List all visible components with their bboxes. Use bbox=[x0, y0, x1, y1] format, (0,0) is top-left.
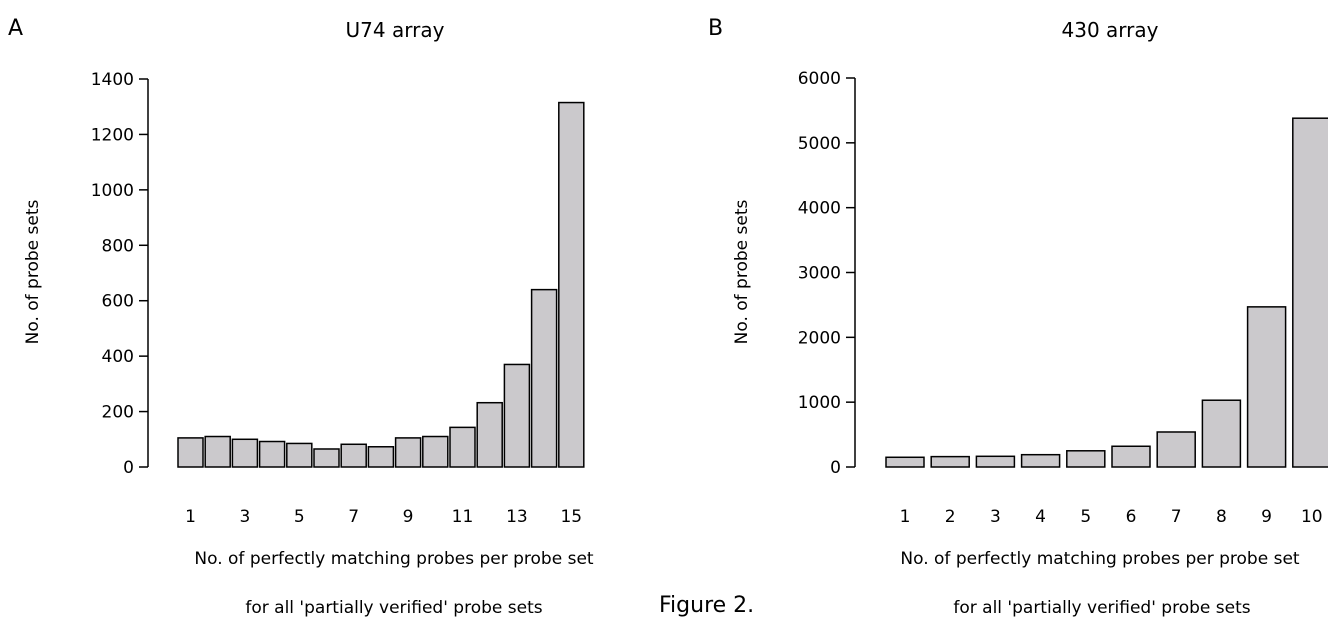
panel-b-bar-7 bbox=[1156, 431, 1196, 468]
panel-a-chart: A U74 array No. of probe sets No. of per… bbox=[8, 16, 594, 618]
panel-b-y-tick-label-5000: 5000 bbox=[798, 134, 841, 154]
panel-a-x-axis-label-line2: for all 'partially verified' probe sets bbox=[245, 598, 542, 618]
panel-b-x-tick-label-6: 6 bbox=[1126, 507, 1137, 527]
panel-b-bar-5 bbox=[1066, 450, 1106, 468]
panel-b-bar-8 bbox=[1201, 399, 1242, 468]
panel-a-bar-10 bbox=[422, 435, 449, 468]
panel-b-y-tick-label-1000: 1000 bbox=[798, 393, 841, 413]
panel-a-x-tick-label-5: 5 bbox=[294, 507, 305, 527]
panel-a-bar-15 bbox=[558, 101, 585, 468]
panel-a-x-tick-label-1: 1 bbox=[185, 507, 196, 527]
panel-b-bar-6 bbox=[1111, 445, 1151, 468]
panel-a-y-axis: 0 200 400 600 800 1000 1200 1400 bbox=[91, 70, 149, 478]
panel-b-bar-1 bbox=[885, 456, 925, 468]
panel-a-x-tick-label-7: 7 bbox=[348, 507, 359, 527]
panel-b-x-axis-label-line2: for all 'partially verified' probe sets bbox=[953, 598, 1250, 618]
panel-b-label: B bbox=[708, 16, 723, 41]
panel-b-y-tick-label-6000: 6000 bbox=[798, 69, 841, 89]
figure-caption: Figure 2. bbox=[659, 593, 754, 618]
panel-b-x-tick-label-10: 10 bbox=[1301, 507, 1323, 527]
panel-a-bar-11 bbox=[449, 426, 476, 468]
panel-b-bar-2 bbox=[930, 455, 970, 468]
panel-a-bar-9 bbox=[394, 437, 422, 468]
panel-a-x-tick-label-11: 11 bbox=[452, 507, 474, 527]
panel-a-x-tick-label-3: 3 bbox=[239, 507, 250, 527]
panel-b-bars bbox=[885, 117, 1328, 468]
panel-b-x-axis-label: No. of perfectly matching probes per pro… bbox=[900, 549, 1299, 569]
panel-b-y-axis-label: No. of probe sets bbox=[732, 200, 752, 345]
panel-a-y-tick-label-800: 800 bbox=[102, 236, 134, 256]
panel-a-bars bbox=[177, 101, 585, 468]
panel-a-x-tick-label-15: 15 bbox=[560, 507, 582, 527]
panel-b-x-tick-label-3: 3 bbox=[990, 507, 1001, 527]
panel-a-bar-13 bbox=[503, 363, 531, 468]
panel-b-y-tick-label-4000: 4000 bbox=[798, 199, 841, 219]
panel-a-bar-1 bbox=[177, 437, 204, 468]
panel-a-bar-14 bbox=[530, 288, 558, 468]
panel-b-bar-3 bbox=[975, 455, 1016, 468]
panel-b-chart: B 430 array No. of probe sets No. of per… bbox=[708, 16, 1328, 618]
panel-b-bar-10 bbox=[1292, 117, 1328, 468]
panel-b-x-tick-label-9: 9 bbox=[1261, 507, 1272, 527]
panel-a-y-tick-label-0: 0 bbox=[123, 458, 134, 478]
panel-a-y-tick-label-1400: 1400 bbox=[91, 70, 134, 90]
panel-a-bar-12 bbox=[476, 401, 503, 468]
panel-a-x-tick-label-9: 9 bbox=[403, 507, 414, 527]
panel-a-y-tick-label-400: 400 bbox=[102, 347, 134, 367]
panel-b-bar-9 bbox=[1246, 306, 1287, 468]
panel-b-x-tick-labels: 1 2 3 4 5 6 7 8 9 10 bbox=[900, 507, 1323, 527]
panel-a-y-tick-label-600: 600 bbox=[102, 292, 134, 312]
panel-b-y-tick-label-3000: 3000 bbox=[798, 264, 841, 284]
panel-b-x-tick-label-7: 7 bbox=[1171, 507, 1182, 527]
panel-b-bar-4 bbox=[1020, 453, 1061, 468]
panel-a-bar-6 bbox=[313, 448, 340, 468]
panel-a-x-axis-label: No. of perfectly matching probes per pro… bbox=[194, 549, 593, 569]
panel-a-bar-8 bbox=[367, 446, 395, 468]
panel-b-y-tick-label-2000: 2000 bbox=[798, 328, 841, 348]
panel-a-title: U74 array bbox=[346, 18, 445, 42]
panel-a-bar-5 bbox=[286, 442, 313, 468]
panel-a-bar-3 bbox=[231, 438, 259, 468]
panel-a-label: A bbox=[8, 16, 23, 41]
panel-a-y-tick-label-1200: 1200 bbox=[91, 125, 134, 145]
panel-b-x-tick-label-1: 1 bbox=[900, 507, 911, 527]
panel-a-y-tick-label-1000: 1000 bbox=[91, 181, 134, 201]
panel-b-x-tick-label-2: 2 bbox=[945, 507, 956, 527]
panel-b-title: 430 array bbox=[1062, 18, 1159, 42]
panel-a-bar-7 bbox=[340, 443, 367, 468]
panel-a-bar-4 bbox=[258, 440, 286, 468]
panel-a-x-tick-labels: 1 3 5 7 9 11 13 15 bbox=[185, 507, 582, 527]
panel-a-y-tick-label-200: 200 bbox=[102, 403, 134, 423]
panel-a-x-tick-label-13: 13 bbox=[506, 507, 528, 527]
panel-b-x-tick-label-5: 5 bbox=[1080, 507, 1091, 527]
panel-a-y-axis-label: No. of probe sets bbox=[23, 200, 43, 345]
panel-a-bar-2 bbox=[204, 435, 231, 468]
panel-b-y-axis: 0 1000 2000 3000 4000 5000 6000 bbox=[798, 69, 856, 478]
panel-b-x-tick-label-4: 4 bbox=[1035, 507, 1046, 527]
panel-b-x-tick-label-8: 8 bbox=[1216, 507, 1227, 527]
panel-b-y-tick-label-0: 0 bbox=[830, 458, 841, 478]
